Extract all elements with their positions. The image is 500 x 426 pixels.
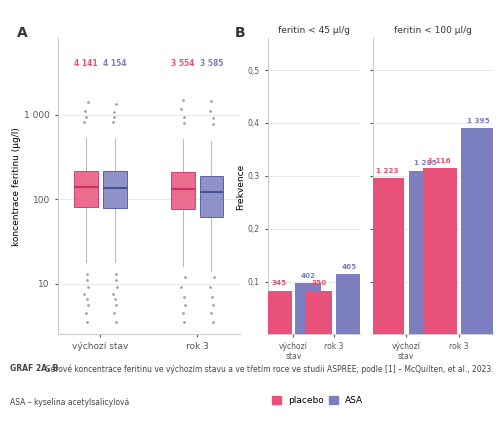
- Y-axis label: koncentrace feritinu (µg/l): koncentrace feritinu (µg/l): [12, 127, 21, 246]
- Title: feritin < 45 µl/g: feritin < 45 µl/g: [278, 26, 350, 35]
- Legend: placebo, ASA: placebo, ASA: [268, 392, 367, 409]
- Bar: [102, 171, 126, 208]
- Bar: [200, 176, 224, 217]
- Text: 345: 345: [271, 280, 286, 286]
- Text: 4 141: 4 141: [74, 59, 98, 68]
- Bar: [408, 170, 442, 334]
- Text: B: B: [235, 26, 246, 40]
- Y-axis label: Frekvence: Frekvence: [236, 163, 245, 210]
- Bar: [74, 170, 98, 207]
- Text: 3 554: 3 554: [172, 59, 194, 68]
- Bar: [295, 283, 321, 334]
- Bar: [306, 291, 332, 334]
- Text: 1 395: 1 395: [466, 118, 489, 124]
- Text: A: A: [18, 26, 28, 40]
- Bar: [370, 178, 404, 334]
- Text: 1 223: 1 223: [376, 168, 398, 174]
- Text: 3 585: 3 585: [200, 59, 223, 68]
- Bar: [336, 274, 362, 334]
- Text: 1 116: 1 116: [428, 158, 451, 164]
- Bar: [423, 168, 456, 334]
- Text: 402: 402: [300, 273, 316, 279]
- Bar: [171, 172, 195, 209]
- Title: feritin < 100 µl/g: feritin < 100 µl/g: [394, 26, 471, 35]
- Text: 350: 350: [312, 280, 327, 286]
- Text: Sérové koncentrace feritinu ve výchozím stavu a ve třetím roce ve studii ASPREE;: Sérové koncentrace feritinu ve výchozím …: [41, 364, 494, 374]
- Text: 1 285: 1 285: [414, 160, 436, 166]
- Text: GRAF 2A, B: GRAF 2A, B: [10, 364, 58, 373]
- Text: 4 154: 4 154: [103, 59, 126, 68]
- Bar: [266, 291, 291, 334]
- Text: ASA – kyselina acetylsalicylová: ASA – kyselina acetylsalicylová: [10, 398, 129, 407]
- Text: 465: 465: [342, 264, 356, 270]
- Bar: [462, 128, 495, 334]
